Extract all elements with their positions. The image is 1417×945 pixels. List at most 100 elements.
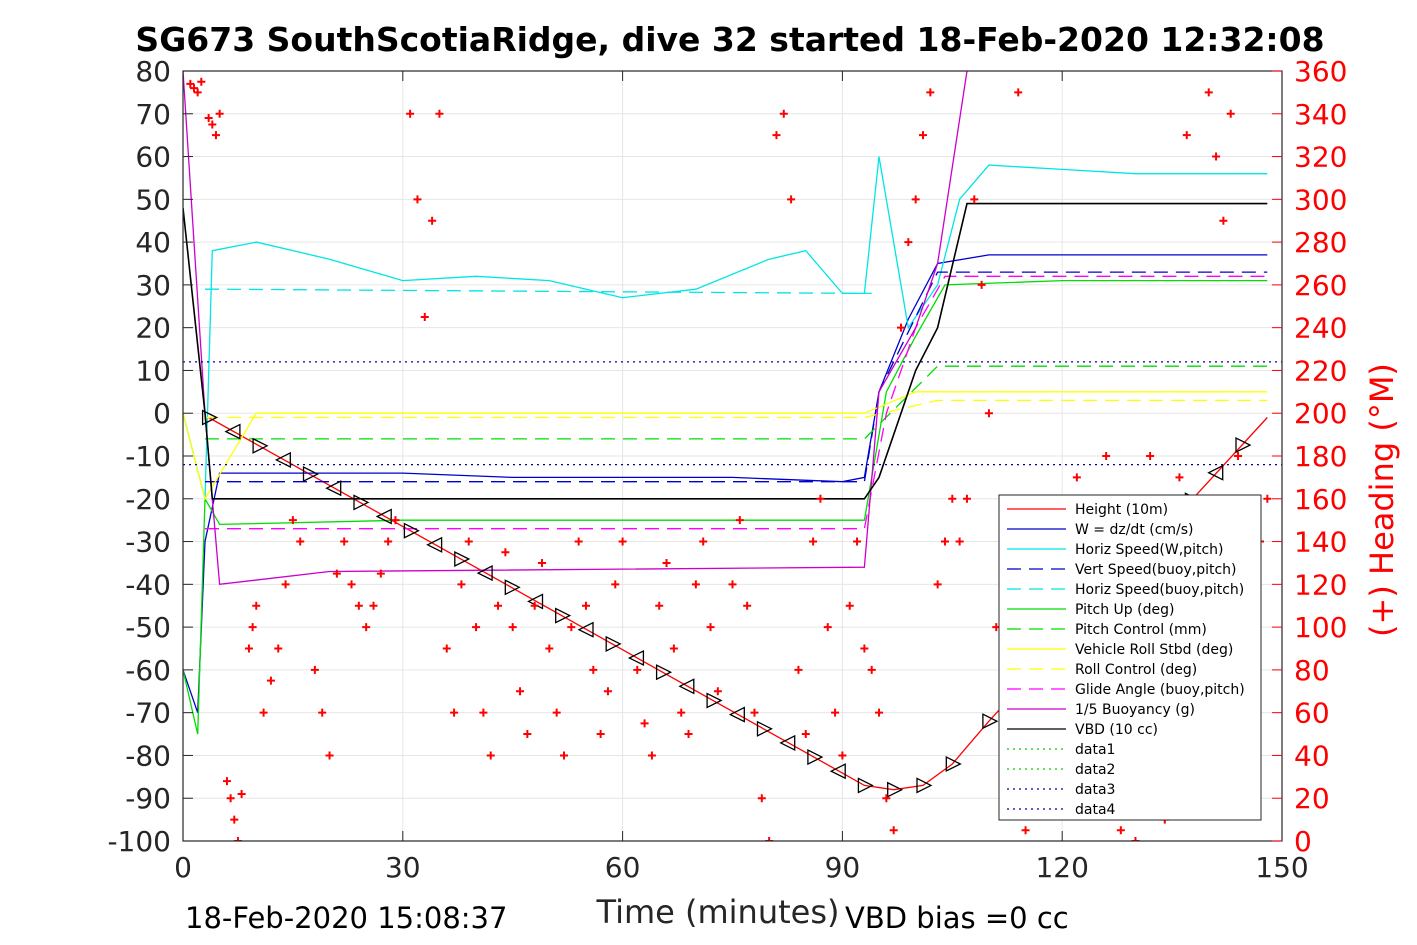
heading-point	[889, 826, 898, 835]
heading-point	[420, 312, 429, 321]
height-marker	[353, 494, 370, 511]
height-marker	[728, 706, 745, 723]
heading-point	[801, 730, 810, 739]
heading-point	[186, 79, 195, 88]
heading-point	[204, 114, 213, 123]
height-marker	[325, 480, 342, 497]
heading-point	[669, 644, 678, 653]
height-marker	[779, 734, 796, 751]
height-marker	[274, 451, 291, 468]
height-marker	[504, 579, 521, 596]
heading-point	[640, 719, 649, 728]
footer-timestamp: 18-Feb-2020 15:08:37	[185, 901, 507, 935]
heading-point	[589, 665, 598, 674]
heading-point	[428, 216, 437, 225]
y-tick-label: 70	[135, 98, 171, 131]
height-marker	[224, 423, 241, 440]
heading-point	[823, 623, 832, 632]
heading-point	[347, 580, 356, 589]
height-marker	[605, 635, 622, 652]
y-tick-label: -100	[107, 825, 171, 858]
right-y-tick-label: 260	[1294, 269, 1347, 302]
heading-point	[362, 623, 371, 632]
heading-point	[450, 708, 459, 717]
right-y-tick-label: 240	[1294, 312, 1347, 345]
heading-point	[794, 665, 803, 674]
heading-point	[325, 751, 334, 760]
heading-point	[233, 837, 242, 841]
heading-point	[816, 494, 825, 503]
heading-point	[1212, 152, 1221, 161]
heading-point	[274, 644, 283, 653]
heading-point	[472, 623, 481, 632]
y-tick-label: -50	[125, 611, 171, 644]
chart-title: SG673 SouthScotiaRidge, dive 32 started …	[135, 20, 1324, 59]
heading-point	[252, 601, 261, 610]
heading-point	[310, 665, 319, 674]
heading-point	[1146, 452, 1155, 460]
height-marker	[627, 649, 645, 667]
heading-point	[486, 751, 495, 760]
heading-point	[677, 708, 686, 717]
height-marker	[426, 536, 443, 553]
y-tick-label: -30	[125, 526, 171, 559]
y-tick-label: -90	[125, 782, 171, 815]
y-tick-label: 30	[135, 269, 171, 302]
heading-point	[508, 623, 517, 632]
right-y-tick-label: 200	[1294, 397, 1347, 430]
heading-point	[977, 280, 986, 289]
series-roll-control-deg	[205, 399, 1268, 419]
legend-label: data4	[1075, 802, 1116, 818]
heading-point	[853, 537, 862, 546]
y-tick-label: 0	[153, 397, 171, 430]
right-y-tick-label: 340	[1294, 98, 1347, 131]
series-height-10m	[208, 416, 1268, 791]
heading-point	[962, 494, 971, 503]
height-marker	[887, 781, 904, 798]
height-marker	[302, 466, 319, 483]
heading-point	[603, 687, 612, 696]
height-marker	[1235, 437, 1252, 454]
heading-point	[655, 601, 664, 610]
heading-point	[281, 580, 290, 589]
right-axis-label: (+) Heading (°M)	[1363, 363, 1401, 637]
heading-point	[211, 131, 220, 140]
heading-point	[574, 537, 583, 546]
heading-point	[244, 644, 253, 653]
heading-point	[1234, 452, 1243, 460]
heading-point	[743, 601, 752, 610]
heading-point	[713, 687, 722, 696]
right-y-tick-label: 0	[1294, 825, 1312, 858]
heading-point	[1072, 473, 1081, 482]
heading-point	[494, 601, 503, 610]
height-marker	[655, 664, 673, 681]
right-y-tick-label: 120	[1294, 568, 1347, 601]
y-tick-label: 50	[135, 183, 171, 216]
legend-label: Horiz Speed(buoy,pitch)	[1075, 582, 1244, 598]
heading-point	[222, 777, 231, 786]
series-horiz-speed-buoy-pitch	[205, 288, 872, 295]
heading-point	[1204, 88, 1213, 97]
right-y-tick-label: 20	[1294, 782, 1330, 815]
heading-point	[706, 623, 715, 632]
plot-area	[183, 71, 1282, 841]
x-tick-label: 60	[605, 851, 641, 884]
height-marker	[201, 409, 219, 426]
heading-point	[193, 88, 202, 97]
series-glide-angle-buoy-pitch	[205, 275, 1268, 530]
legend-label: Pitch Up (deg)	[1075, 602, 1174, 618]
heading-point	[189, 84, 198, 93]
heading-point	[904, 238, 913, 247]
heading-point	[332, 569, 341, 578]
ticks	[182, 70, 1283, 842]
heading-point	[1021, 826, 1030, 835]
right-y-tick-label: 280	[1294, 226, 1347, 259]
heading-point	[875, 708, 884, 717]
y-tick-label: 40	[135, 226, 171, 259]
heading-point	[684, 730, 693, 739]
right-y-tick-label: 360	[1294, 55, 1347, 88]
heading-point	[296, 537, 305, 546]
heading-point	[266, 676, 275, 685]
height-marker	[807, 749, 824, 766]
series-vehicle-roll-stbd-deg	[183, 391, 1268, 501]
